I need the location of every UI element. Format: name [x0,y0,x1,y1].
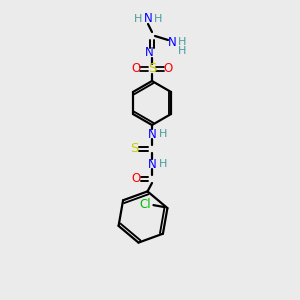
Text: N: N [144,13,152,26]
Text: H: H [154,14,162,24]
Text: N: N [148,158,156,170]
Text: H: H [178,37,186,47]
Text: H: H [178,46,186,56]
Text: S: S [148,62,156,76]
Text: N: N [168,35,176,49]
Text: S: S [130,142,138,155]
Text: Cl: Cl [140,198,151,211]
Text: H: H [159,159,167,169]
Text: N: N [148,128,156,140]
Text: O: O [131,62,141,76]
Text: H: H [134,14,142,24]
Text: N: N [145,46,153,59]
Text: O: O [131,172,141,185]
Text: H: H [159,129,167,139]
Text: O: O [164,62,172,76]
